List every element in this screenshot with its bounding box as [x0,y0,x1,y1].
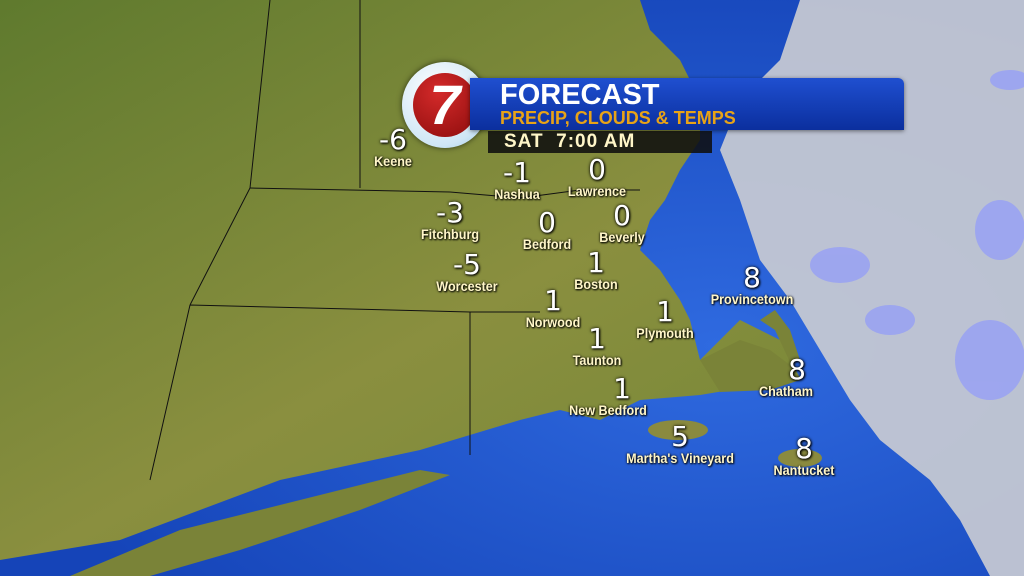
city-name: Nashua [494,186,540,202]
temperature: 1 [587,246,605,279]
city-norwood: 1 Norwood [523,284,584,331]
ct-ri-border [149,304,540,481]
city-marthas-vineyard: 5 Martha's Vineyard [620,420,740,467]
time-bar: SAT 7:00 AM [488,131,712,153]
city-bedford: 0 Bedford [520,206,574,253]
logo-seven: 7 [429,73,461,136]
city-worcester: -5 Worcester [433,248,501,295]
city-name: Taunton [572,352,622,368]
temperature: 1 [656,295,674,328]
temperature: 5 [671,420,689,453]
cape-cod [700,310,800,392]
temperature: 8 [743,261,761,294]
city-boston: 1 Boston [572,246,620,293]
city-beverly: 0 Beverly [597,199,648,246]
channel-7-logo: 7 [402,62,488,148]
city-provincetown: 8 Provincetown [706,261,798,308]
city-name: Chatham [759,383,813,399]
temperature: -6 [379,123,407,156]
city-nashua: -1 Nashua [492,156,543,203]
city-name: Beverly [599,229,645,245]
city-plymouth: 1 Plymouth [633,295,697,342]
city-name: Plymouth [636,325,694,341]
city-chatham: 8 Chatham [756,353,816,400]
banner-title: FORECAST [500,79,660,111]
city-name: Norwood [525,314,581,330]
temperature: 1 [613,372,631,405]
banner-subtitle: PRECIP, CLOUDS & TEMPS [500,108,736,128]
temperature: 1 [588,322,606,355]
city-new-bedford: 1 New Bedford [565,372,651,419]
city-name: Bedford [522,236,572,252]
temperature: -3 [436,196,464,229]
city-name: Martha's Vineyard [626,450,734,466]
city-name: New Bedford [569,402,647,418]
city-lawrence: 0 Lawrence [565,153,630,200]
long-island [70,470,450,576]
temperature: 0 [613,199,631,232]
cloud-cover [720,0,1024,576]
city-nantucket: 8 Nantucket [770,432,838,479]
temperature: 0 [588,153,606,186]
temperature: 8 [795,432,813,465]
temperature: 1 [544,284,562,317]
nh-vt-border [189,0,361,306]
forecast-banner: FORECAST PRECIP, CLOUDS & TEMPS [470,78,904,130]
city-taunton: 1 Taunton [570,322,624,369]
city-name: Lawrence [567,183,627,199]
city-name: Keene [374,153,412,169]
city-name: Boston [574,276,618,292]
city-fitchburg: -3 Fitchburg [418,196,483,243]
temperature: 0 [538,206,556,239]
city-keene: -6 Keene [372,123,414,170]
nantucket-island [778,449,822,467]
temperature: 8 [788,353,806,386]
temperature: -1 [503,156,531,189]
city-name: Fitchburg [420,226,480,242]
precip-areas [810,70,1024,400]
city-name: Nantucket [773,462,835,478]
marthas-vineyard-island [648,420,708,440]
city-name: Worcester [436,278,498,294]
city-name: Provincetown [710,291,794,307]
forecast-time: SAT 7:00 AM [504,131,636,152]
ma-nh-border [249,187,640,199]
temperature: -5 [453,248,481,281]
